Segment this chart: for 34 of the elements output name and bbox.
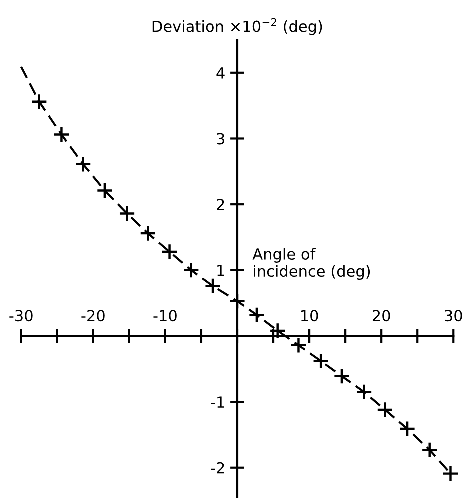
y-axis-title: Deviation ×10$^{−2}$ (deg) bbox=[152, 18, 322, 36]
y-tick-label: 4 bbox=[216, 68, 225, 79]
point bbox=[399, 420, 416, 438]
y-tick-label: 3 bbox=[217, 133, 224, 145]
point bbox=[229, 292, 246, 310]
point bbox=[356, 384, 373, 401]
point bbox=[183, 262, 200, 279]
x-tick-label: 20 bbox=[372, 310, 390, 322]
point bbox=[204, 278, 222, 295]
point bbox=[30, 93, 48, 110]
y-tick-label: 2 bbox=[217, 199, 224, 210]
point bbox=[376, 402, 394, 418]
point bbox=[421, 442, 438, 458]
point bbox=[161, 244, 178, 260]
point bbox=[53, 126, 70, 144]
point bbox=[312, 352, 330, 370]
x-axis-title: Angle of incidence (deg) bbox=[252, 248, 370, 280]
point bbox=[140, 225, 157, 242]
x-tick-label: -20 bbox=[82, 310, 105, 322]
x-tick-label: -10 bbox=[154, 310, 177, 322]
point bbox=[269, 322, 286, 340]
point bbox=[290, 337, 308, 354]
x-tick-label: 30 bbox=[445, 310, 462, 322]
x-tick-label: 10 bbox=[302, 310, 318, 322]
point bbox=[74, 156, 92, 173]
point bbox=[248, 306, 266, 324]
x-tick-label: -30 bbox=[10, 310, 33, 322]
point bbox=[334, 368, 350, 385]
point bbox=[96, 182, 114, 200]
point bbox=[442, 465, 460, 482]
point bbox=[118, 205, 136, 222]
y-tick-label: 1 bbox=[218, 265, 224, 276]
y-tick-label: -1 bbox=[211, 396, 224, 408]
y-tick-label: -2 bbox=[211, 462, 224, 474]
